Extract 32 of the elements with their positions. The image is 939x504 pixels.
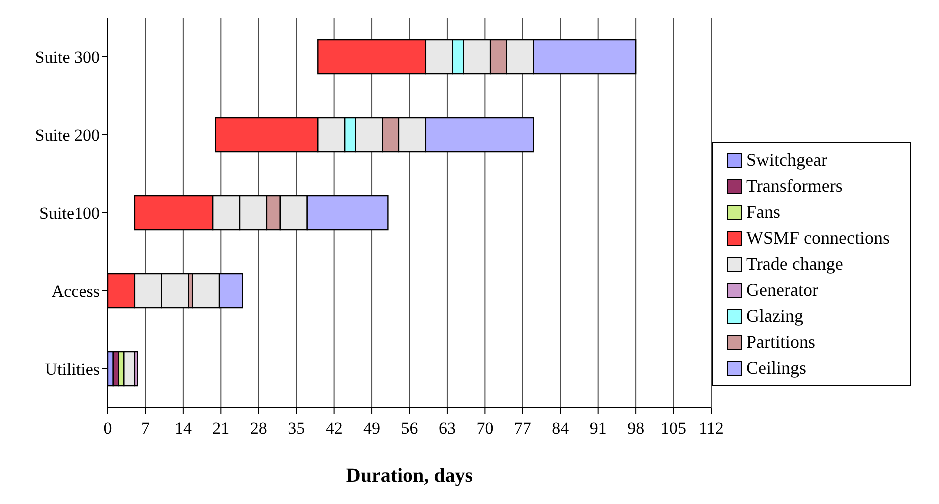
x-tick-label: 42 [326,419,343,438]
legend-label: Transformers [746,175,843,198]
x-tick-label: 49 [364,419,381,438]
x-tick-label: 70 [476,419,494,438]
legend-label: Fans [746,201,781,224]
x-tick-label: 84 [552,419,570,438]
x-tick-label: 0 [104,419,112,438]
y-tick-label: Access [52,282,100,302]
x-tick-label: 56 [401,419,418,438]
legend-label: Generator [746,279,818,302]
y-tick-label: Suite100 [40,204,100,224]
x-axis-title: Duration, days [346,465,474,487]
x-tick-label: 98 [628,419,645,438]
legend-label: Trade change [746,253,844,276]
legend-label: Partitions [746,331,816,354]
legend-label: WSMF connections [746,227,890,250]
x-tick-label: 14 [174,419,192,438]
x-tick-label: 77 [514,419,532,438]
legend-label: Glazing [746,305,804,328]
x-tick-label: 112 [699,419,724,438]
x-tick-label: 28 [250,419,268,438]
x-tick-label: 21 [212,419,230,438]
x-tick-label: 63 [438,419,456,438]
legend-label: Ceilings [746,357,807,380]
y-tick-label: Utilities [45,360,100,380]
x-tick-label: 7 [141,419,150,438]
x-tick-label: 35 [288,419,306,438]
x-tick-label: 105 [661,419,687,438]
legend-label: Switchgear [746,149,828,172]
x-tick-label: 91 [590,419,607,438]
y-tick-label: Suite 200 [35,126,100,146]
y-tick-label: Suite 300 [35,48,100,68]
